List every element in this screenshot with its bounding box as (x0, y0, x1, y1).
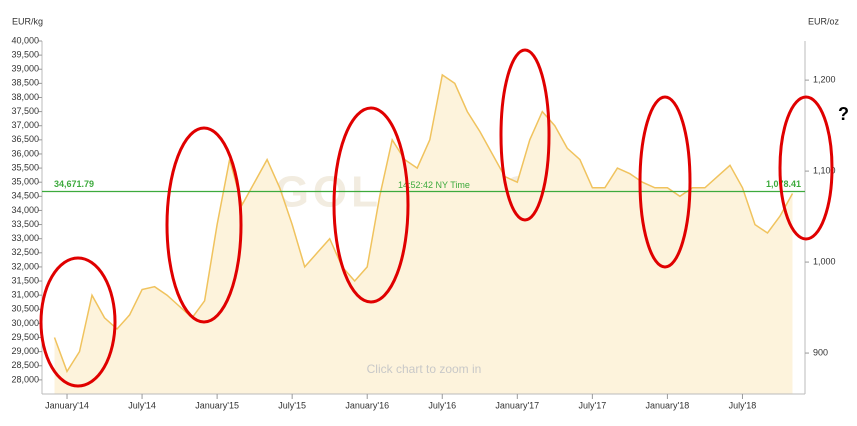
line (53, 73, 794, 374)
question-mark: ? (838, 104, 849, 124)
x-tick-label: July'15 (278, 400, 306, 410)
y-tick-label: 32,500 (11, 247, 39, 257)
y-tick-label: 33,500 (11, 219, 39, 229)
y-tick-label: 33,000 (11, 233, 39, 243)
y-tick-label: 37,000 (11, 120, 39, 130)
x-tick-label: July'17 (578, 400, 606, 410)
x-tick-label: January'15 (195, 400, 239, 410)
highlight-ellipse (778, 95, 834, 241)
x-tick-label: January'14 (45, 400, 89, 410)
area (54, 74, 793, 395)
x-tick-label: July'14 (128, 400, 156, 410)
plot: GOLDPRICE28,00028,50029,00029,50030,0003… (11, 35, 835, 410)
y2-axis-title: EUR/oz (808, 16, 840, 26)
x-tick-label: January'18 (646, 400, 690, 410)
x-tick-label: July'16 (428, 400, 456, 410)
y-tick-label: 29,000 (11, 346, 39, 356)
y-tick-label: 30,500 (11, 304, 39, 314)
y2-tick-label: 1,200 (813, 74, 836, 84)
y-tick-label: 36,000 (11, 148, 39, 158)
zoom-hint: Click chart to zoom in (367, 362, 482, 376)
annotations (39, 48, 834, 388)
y-tick-label: 31,500 (11, 275, 39, 285)
highlight-ellipse (332, 106, 410, 304)
y-tick-label: 36,500 (11, 134, 39, 144)
y2-tick-label: 900 (813, 347, 828, 357)
y-tick-label: 28,000 (11, 374, 39, 384)
x-tick-label: July'18 (729, 400, 757, 410)
y-tick-label: 35,000 (11, 177, 39, 187)
y-tick-label: 35,500 (11, 162, 39, 172)
y-tick-label: 39,000 (11, 64, 39, 74)
y-tick-label: 28,500 (11, 360, 39, 370)
y-tick-label: 38,500 (11, 78, 39, 88)
y-tick-label: 31,000 (11, 290, 39, 300)
highlight-ellipse (165, 126, 243, 324)
highlight-ellipse (499, 48, 551, 222)
y2-tick-label: 1,000 (813, 256, 836, 266)
y-tick-label: 40,000 (11, 35, 39, 45)
y-tick-label: 29,500 (11, 332, 39, 342)
highlight-ellipse (39, 256, 117, 388)
y-axis-title: EUR/kg (12, 16, 43, 26)
y-tick-label: 34,500 (11, 191, 39, 201)
y-tick-label: 30,000 (11, 318, 39, 328)
y-tick-label: 32,000 (11, 261, 39, 271)
reference-note: 14:52:42 NY Time (398, 180, 470, 190)
y-tick-label: 38,000 (11, 92, 39, 102)
y-tick-label: 34,000 (11, 205, 39, 215)
reference-label: 34,671.79 (54, 179, 94, 189)
x-tick-label: January'17 (495, 400, 539, 410)
x-tick-label: January'16 (345, 400, 389, 410)
y-tick-label: 37,500 (11, 106, 39, 116)
y-tick-label: 39,500 (11, 49, 39, 59)
highlight-ellipse (638, 95, 692, 269)
reference-right-label: 1,078.41 (766, 179, 801, 189)
y2-tick-label: 1,100 (813, 165, 836, 175)
